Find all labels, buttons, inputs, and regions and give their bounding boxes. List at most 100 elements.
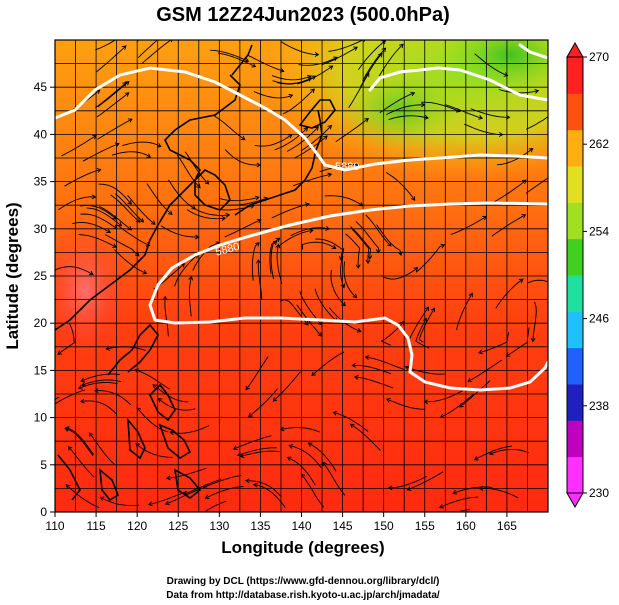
streamline-arrow [180, 263, 186, 268]
streamline-arrow [397, 251, 403, 257]
colorbar-top-arrow [566, 41, 584, 58]
streamline-arrow [288, 93, 294, 99]
streamline-arrow [157, 398, 163, 403]
streamline-arrow [314, 52, 320, 57]
streamline [98, 183, 132, 205]
y-axis-ticks: 0 5 10 15 20 25 30 35 40 45 [34, 80, 55, 519]
streamline-arrow [351, 362, 356, 368]
streamline-arrow [467, 377, 473, 383]
streamline [219, 196, 260, 202]
streamline [491, 214, 526, 237]
colorbar [566, 41, 584, 509]
contour-top-right [518, 43, 548, 60]
streamline-arrow [365, 72, 370, 78]
streamline [440, 394, 474, 418]
streamline-arrow [92, 135, 97, 140]
streamline-arrow [386, 241, 392, 247]
streamline-arrow [275, 237, 281, 243]
streamline [388, 475, 427, 489]
streamline [97, 118, 133, 140]
streamline [489, 448, 529, 455]
streamline-arrow [164, 31, 168, 35]
streamline [328, 40, 364, 52]
streamline-arrow [240, 135, 246, 141]
streamline-arrow [80, 398, 85, 404]
streamline-arrow [482, 215, 488, 221]
streamline-arrow [478, 349, 483, 355]
streamline [66, 484, 100, 508]
streamline [365, 214, 392, 247]
streamline [203, 500, 227, 512]
streamline-arrow [423, 399, 429, 405]
y-tick-label: 15 [34, 363, 48, 377]
streamline [276, 244, 283, 284]
streamline [237, 447, 277, 456]
streamline [348, 72, 370, 108]
streamline [184, 151, 210, 185]
streamline [386, 104, 425, 116]
streamline-arrow [279, 426, 285, 432]
colorbar-segment [567, 238, 583, 276]
streamline [418, 308, 435, 343]
streamline-arrow [65, 484, 71, 489]
streamline [95, 40, 117, 51]
streamline [80, 400, 118, 415]
streamline-arrow [221, 215, 227, 221]
streamline-arrow [127, 225, 133, 231]
streamline-arrow [422, 317, 427, 323]
streamline [80, 213, 118, 229]
streamline-arrow [364, 355, 370, 361]
streamline [455, 509, 470, 512]
streamline-arrow [498, 132, 504, 137]
colorbar-segment [567, 275, 583, 312]
streamline-arrow [528, 147, 534, 153]
streamline-arrow [338, 255, 344, 261]
streamline [78, 234, 117, 248]
map-plot-area: 5880 5880 [55, 31, 548, 512]
streamline [290, 227, 330, 237]
map-title: GSM 12Z24Jun2023 (500.0hPa) [156, 4, 449, 26]
streamline-arrow [105, 345, 111, 351]
streamline [134, 369, 171, 390]
streamline [127, 195, 156, 225]
streamline-arrow [310, 88, 315, 94]
streamline [100, 496, 140, 507]
streamline-arrow [410, 91, 416, 97]
streamline [68, 446, 95, 478]
streamline-arrow [413, 267, 419, 272]
streamline-arrow [117, 221, 123, 227]
streamline-arrow [77, 384, 83, 390]
streamline [415, 318, 430, 349]
streamline-arrow [410, 196, 416, 201]
streamline [350, 226, 371, 259]
streamline [253, 484, 286, 508]
streamline-arrow [196, 183, 201, 189]
streamline-arrow [91, 194, 97, 200]
streamline-arrow [473, 456, 479, 461]
x-tick-label: 145 [333, 519, 353, 533]
streamline [224, 219, 261, 238]
contour-label-north: 5880 [335, 161, 359, 173]
streamline [165, 487, 203, 505]
streamline-arrow [353, 374, 359, 380]
streamline [105, 234, 140, 257]
streamline-arrow [136, 407, 142, 412]
streamline [251, 242, 260, 281]
streamline [228, 197, 268, 206]
streamline [95, 45, 127, 73]
streamline [148, 490, 187, 506]
warm-spot-china [55, 220, 130, 360]
streamline [379, 92, 415, 114]
streamline [81, 379, 122, 386]
credit-drawing: Drawing by DCL (https://www.gfd-dennou.o… [167, 576, 440, 587]
cold-core [440, 40, 548, 95]
streamline-arrow [170, 40, 173, 43]
streamline [58, 196, 96, 211]
streamline-arrow [424, 114, 429, 120]
streamline [233, 435, 272, 450]
streamline-arrow [254, 195, 260, 201]
streamline-arrow [300, 473, 306, 479]
streamline-arrow [64, 427, 70, 432]
colorbar-segment [567, 420, 583, 458]
streamline [270, 240, 278, 280]
